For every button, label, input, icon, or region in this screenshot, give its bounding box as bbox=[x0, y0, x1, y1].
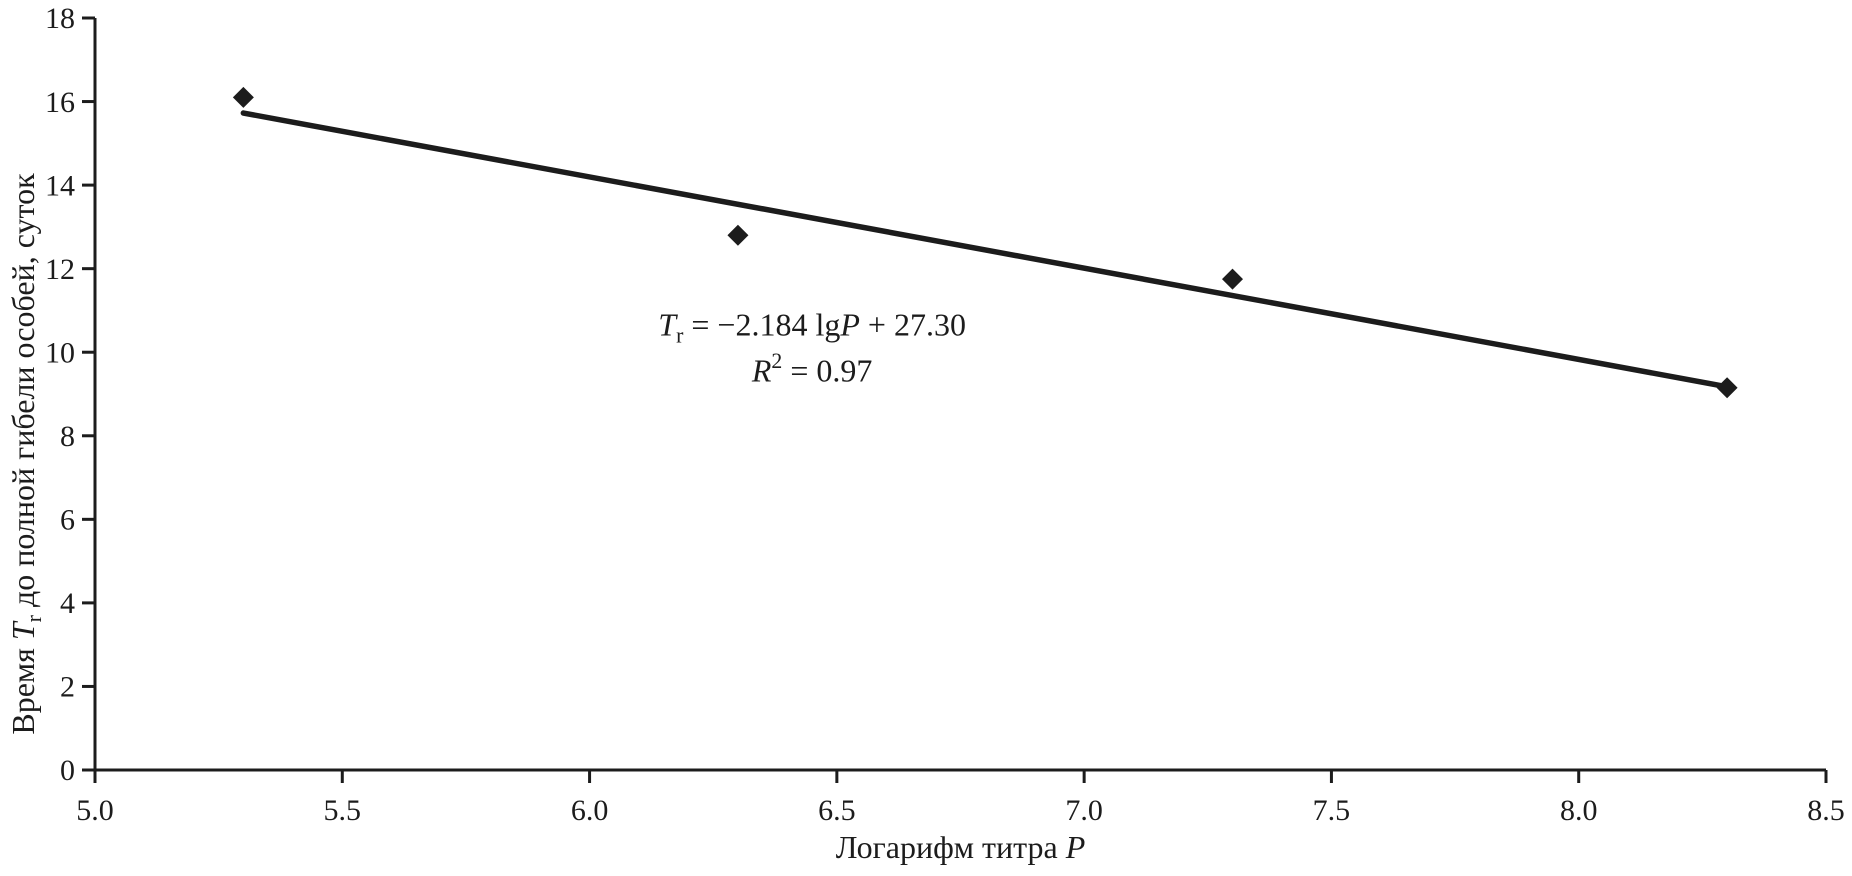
y-tick-label: 14 bbox=[45, 169, 75, 202]
data-point-diamond bbox=[232, 86, 254, 108]
trend-line bbox=[240, 110, 1730, 390]
x-tick-label: 5.0 bbox=[76, 794, 114, 827]
y-tick-label: 4 bbox=[60, 587, 75, 620]
y-tick-label: 0 bbox=[60, 754, 75, 787]
x-axis-title: Логарифм титра P bbox=[836, 829, 1086, 865]
y-tick-label: 8 bbox=[60, 420, 75, 453]
data-point-diamond bbox=[727, 224, 749, 246]
x-tick-label: 7.5 bbox=[1313, 794, 1351, 827]
equation-label: Tr = −2.184 lgP + 27.30 bbox=[658, 307, 966, 348]
data-point-diamond bbox=[1222, 268, 1244, 290]
y-tick-label: 18 bbox=[45, 2, 75, 35]
y-tick-label: 6 bbox=[60, 504, 75, 537]
x-tick-label: 5.5 bbox=[324, 794, 362, 827]
x-tick-label: 6.5 bbox=[818, 794, 856, 827]
y-axis-title: Время Tr до полной гибели особей, суток bbox=[5, 173, 46, 735]
r-squared-label: R2 = 0.97 bbox=[751, 349, 873, 388]
x-tick-label: 8.5 bbox=[1807, 794, 1845, 827]
data-point-diamond bbox=[1716, 377, 1738, 399]
y-tick-label: 16 bbox=[45, 86, 75, 119]
x-tick-label: 7.0 bbox=[1065, 794, 1103, 827]
y-tick-label: 10 bbox=[45, 336, 75, 369]
x-tick-label: 6.0 bbox=[571, 794, 609, 827]
y-tick-label: 12 bbox=[45, 253, 75, 286]
x-tick-label: 8.0 bbox=[1560, 794, 1598, 827]
y-tick-label: 2 bbox=[60, 671, 75, 704]
